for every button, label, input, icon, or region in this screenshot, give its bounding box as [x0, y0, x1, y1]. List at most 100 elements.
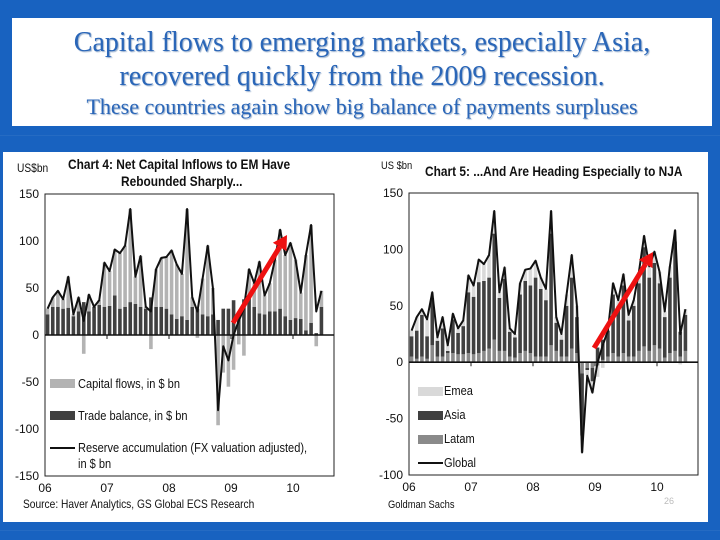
- bar-trade-balance: [138, 306, 143, 335]
- bar-trade-balance: [112, 295, 117, 335]
- bar-asia: [637, 283, 641, 351]
- bar-trade-balance: [288, 319, 293, 335]
- plot-frame: [408, 192, 699, 476]
- legend-label-latam: Latam: [444, 431, 475, 446]
- bar-emea: [445, 345, 450, 351]
- bar-emea: [461, 320, 466, 327]
- bar-latam: [451, 353, 455, 363]
- bar-asia: [631, 305, 636, 357]
- bar-capital-flows: [252, 283, 257, 307]
- red-arrow-shaft: [591, 262, 648, 350]
- bar-latam: [476, 353, 481, 363]
- bar-trade-balance: [185, 319, 189, 335]
- bar-latam: [652, 345, 657, 363]
- bar-trade-balance: [278, 308, 282, 335]
- y-tick-label: -100: [15, 422, 39, 436]
- bar-latam: [683, 350, 688, 363]
- bar-emea: [471, 285, 476, 297]
- bar-trade-balance: [118, 308, 122, 335]
- bar-latam: [507, 356, 512, 363]
- x-tick-label: 08: [162, 481, 176, 495]
- bar-asia: [497, 297, 502, 351]
- bar-latam: [528, 353, 533, 363]
- bar-trade-balance: [283, 316, 288, 335]
- bar-asia: [652, 262, 657, 346]
- bar-capital-flows: [185, 209, 189, 320]
- bar-capital-flows: [309, 225, 313, 323]
- y-tick-label: -150: [15, 469, 39, 483]
- bar-asia: [657, 283, 662, 349]
- legend-swatch-asia: [418, 411, 443, 420]
- bar-latam: [585, 362, 590, 368]
- bar-latam: [621, 353, 626, 363]
- bar-capital-flows: [87, 294, 91, 312]
- bar-capital-flows: [149, 335, 153, 350]
- bar-asia: [409, 336, 414, 357]
- x-tick-label: 09: [224, 481, 238, 495]
- chart5-title: Chart 5: ...And Are Heading Especially t…: [425, 163, 683, 179]
- bar-emea: [652, 251, 657, 263]
- bar-trade-balance: [190, 306, 195, 335]
- bar-latam: [502, 350, 507, 363]
- bar-capital-flows: [138, 256, 143, 307]
- series-line-global: [410, 210, 687, 454]
- bar-emea: [420, 309, 424, 315]
- legend-label-global: Global: [444, 455, 476, 470]
- bar-latam: [678, 356, 683, 363]
- bar-capital-flows: [288, 242, 293, 320]
- bar-asia: [678, 331, 683, 357]
- bar-trade-balance: [102, 306, 107, 335]
- bar-latam: [482, 350, 486, 363]
- bar-asia: [461, 326, 466, 355]
- bar-latam: [575, 353, 579, 363]
- bar-emea: [544, 288, 548, 301]
- bar-latam: [616, 356, 621, 363]
- bar-asia: [569, 277, 574, 349]
- bar-emea: [523, 269, 528, 281]
- bar-trade-balance: [66, 307, 71, 335]
- bar-trade-balance: [309, 322, 313, 335]
- bar-emea: [600, 362, 605, 368]
- bar-latam: [523, 350, 528, 363]
- y-tick-label: -50: [386, 412, 404, 426]
- bar-trade-balance: [216, 319, 220, 335]
- bar-capital-flows: [118, 253, 122, 309]
- legend-label-emea: Emea: [444, 383, 473, 398]
- bar-capital-flows: [154, 269, 158, 307]
- bar-capital-flows: [205, 245, 210, 317]
- bar-capital-flows: [283, 255, 288, 317]
- bar-trade-balance: [76, 311, 81, 335]
- bar-capital-flows: [267, 283, 272, 312]
- bar-emea: [569, 255, 574, 278]
- bar-asia: [642, 247, 646, 347]
- bar-capital-flows: [76, 297, 81, 312]
- bar-asia: [564, 305, 569, 357]
- bar-asia: [518, 294, 522, 354]
- y-tick-label: 150: [383, 186, 403, 200]
- bar-asia: [575, 317, 579, 354]
- bar-latam: [559, 356, 564, 363]
- bar-emea: [678, 362, 683, 365]
- bar-trade-balance: [267, 311, 272, 335]
- bar-capital-flows: [97, 300, 102, 305]
- bar-asia: [507, 331, 512, 357]
- bar-asia: [513, 337, 517, 358]
- x-tick-label: 10: [286, 481, 300, 495]
- bar-trade-balance: [252, 306, 257, 335]
- bar-asia: [492, 233, 497, 340]
- bar-asia: [662, 317, 667, 358]
- bar-latam: [409, 356, 414, 363]
- bar-asia: [585, 367, 590, 371]
- bar-trade-balance: [200, 314, 205, 335]
- bar-asia: [683, 314, 688, 351]
- bar-asia: [420, 314, 424, 357]
- bar-asia: [595, 347, 600, 363]
- bar-latam: [662, 357, 667, 363]
- bar-capital-flows: [56, 290, 60, 307]
- bar-trade-balance: [169, 314, 174, 335]
- bar-asia: [456, 332, 460, 355]
- slide-title-line1: Capital flows to emerging markets, espec…: [73, 27, 651, 58]
- legend-swatch-emea: [418, 387, 443, 396]
- bar-emea: [662, 311, 667, 318]
- bar-trade-balance: [319, 306, 324, 335]
